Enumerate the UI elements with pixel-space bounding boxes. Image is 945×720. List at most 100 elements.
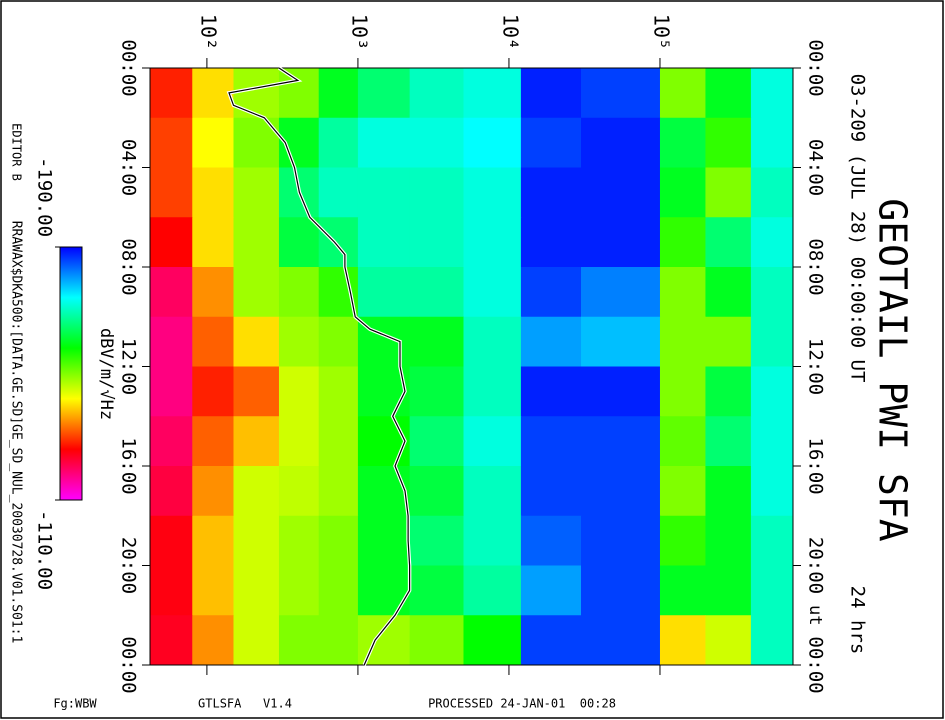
- heat-cell: [318, 565, 359, 616]
- heat-cell: [750, 117, 794, 168]
- heat-cell: [659, 615, 706, 666]
- heat-cell: [150, 117, 193, 168]
- heat-cell: [318, 316, 359, 367]
- heat-cell: [233, 167, 280, 218]
- heat-cell: [659, 267, 706, 318]
- y-tick-label: 08:00: [805, 238, 827, 295]
- heat-cell: [705, 515, 752, 566]
- heat-cell: [192, 117, 234, 168]
- heat-cell: [278, 466, 320, 517]
- footer-plot-id: Fg:WBW: [53, 697, 97, 711]
- heat-cell: [705, 316, 752, 367]
- y-tick-label: 00:00: [118, 636, 140, 693]
- heat-cell: [750, 167, 794, 218]
- heat-cell: [409, 117, 464, 168]
- heat-cell: [581, 167, 661, 218]
- heat-cell: [192, 615, 234, 666]
- heat-cell: [278, 416, 320, 467]
- heat-cell: [150, 515, 193, 566]
- heat-cell: [520, 515, 582, 566]
- heat-cell: [150, 68, 193, 119]
- heat-cell: [659, 167, 706, 218]
- heat-cell: [150, 466, 193, 517]
- x-tick-label: 10³: [347, 14, 371, 50]
- y-tick-label: 04:00: [118, 139, 140, 196]
- heat-cell: [192, 515, 234, 566]
- y-tick-label: 04:00: [805, 139, 827, 196]
- heat-cell: [318, 117, 359, 168]
- y-tick-label: 20:00: [805, 537, 827, 594]
- heat-cell: [409, 515, 464, 566]
- x-tick-label: 10⁴: [498, 14, 522, 50]
- heat-cell: [357, 565, 411, 616]
- heat-cell: [150, 167, 193, 218]
- heat-cell: [581, 615, 661, 666]
- heat-cell: [318, 217, 359, 268]
- heat-cell: [659, 217, 706, 268]
- heat-cell: [409, 217, 464, 268]
- heat-cell: [520, 366, 582, 417]
- heat-cell: [192, 267, 234, 318]
- heat-cell: [409, 565, 464, 616]
- y-tick-label: 16:00: [118, 437, 140, 494]
- heat-cell: [409, 416, 464, 467]
- heat-cell: [233, 366, 280, 417]
- heat-cell: [318, 366, 359, 417]
- heat-cell: [581, 316, 661, 367]
- chart-title: GEOTAIL PWI SFA: [871, 198, 915, 541]
- heat-cell: [318, 615, 359, 666]
- x-tick-label: 10²: [196, 14, 220, 50]
- heat-cell: [659, 68, 706, 119]
- heat-cell: [750, 316, 794, 367]
- footer-program: GTLSFA V1.4: [198, 697, 292, 711]
- heat-cell: [192, 416, 234, 467]
- y-tick-label: 00:00: [805, 39, 827, 96]
- heat-cell: [150, 416, 193, 467]
- colorbar: [59, 246, 83, 501]
- heat-cell: [150, 615, 193, 666]
- heat-cell: [705, 267, 752, 318]
- heat-cell: [581, 515, 661, 566]
- heat-cell: [192, 68, 234, 119]
- colorbar-tick-label: -110.00: [34, 510, 56, 590]
- heat-cell: [750, 515, 794, 566]
- heat-cell: [357, 167, 411, 218]
- heat-cell: [463, 366, 522, 417]
- colorbar-tick-label: -190.00: [34, 157, 56, 237]
- heat-cell: [357, 267, 411, 318]
- heat-cell: [581, 68, 661, 119]
- heat-cell: [233, 68, 280, 119]
- heat-cell: [463, 117, 522, 168]
- heat-cell: [278, 217, 320, 268]
- heat-cell: [278, 515, 320, 566]
- heat-cell: [659, 466, 706, 517]
- footer-processed: PROCESSED 24-JAN-01 00:28: [428, 697, 616, 711]
- heat-cell: [409, 267, 464, 318]
- heat-cell: [192, 217, 234, 268]
- heat-cell: [581, 565, 661, 616]
- heat-cell: [750, 466, 794, 517]
- heat-cell: [192, 366, 234, 417]
- y-tick-label: 16:00: [805, 437, 827, 494]
- trace-line: [228, 67, 411, 666]
- heat-cell: [659, 316, 706, 367]
- heat-cell: [357, 117, 411, 168]
- y-tick-label: 20:00: [118, 537, 140, 594]
- heat-cell: [409, 366, 464, 417]
- heat-cell: [357, 217, 411, 268]
- y-tick-label: 00:00: [118, 39, 140, 96]
- heat-cell: [520, 565, 582, 616]
- heat-cell: [463, 565, 522, 616]
- heat-cell: [318, 68, 359, 119]
- heat-cell: [150, 267, 193, 318]
- heat-cell: [278, 267, 320, 318]
- heat-cell: [705, 167, 752, 218]
- y-tick-label: 12:00: [805, 338, 827, 395]
- heat-cell: [463, 515, 522, 566]
- heat-cell: [520, 267, 582, 318]
- heat-cell: [278, 316, 320, 367]
- heat-cell: [463, 615, 522, 666]
- heat-cell: [705, 217, 752, 268]
- heat-cell: [750, 267, 794, 318]
- heat-cell: [520, 466, 582, 517]
